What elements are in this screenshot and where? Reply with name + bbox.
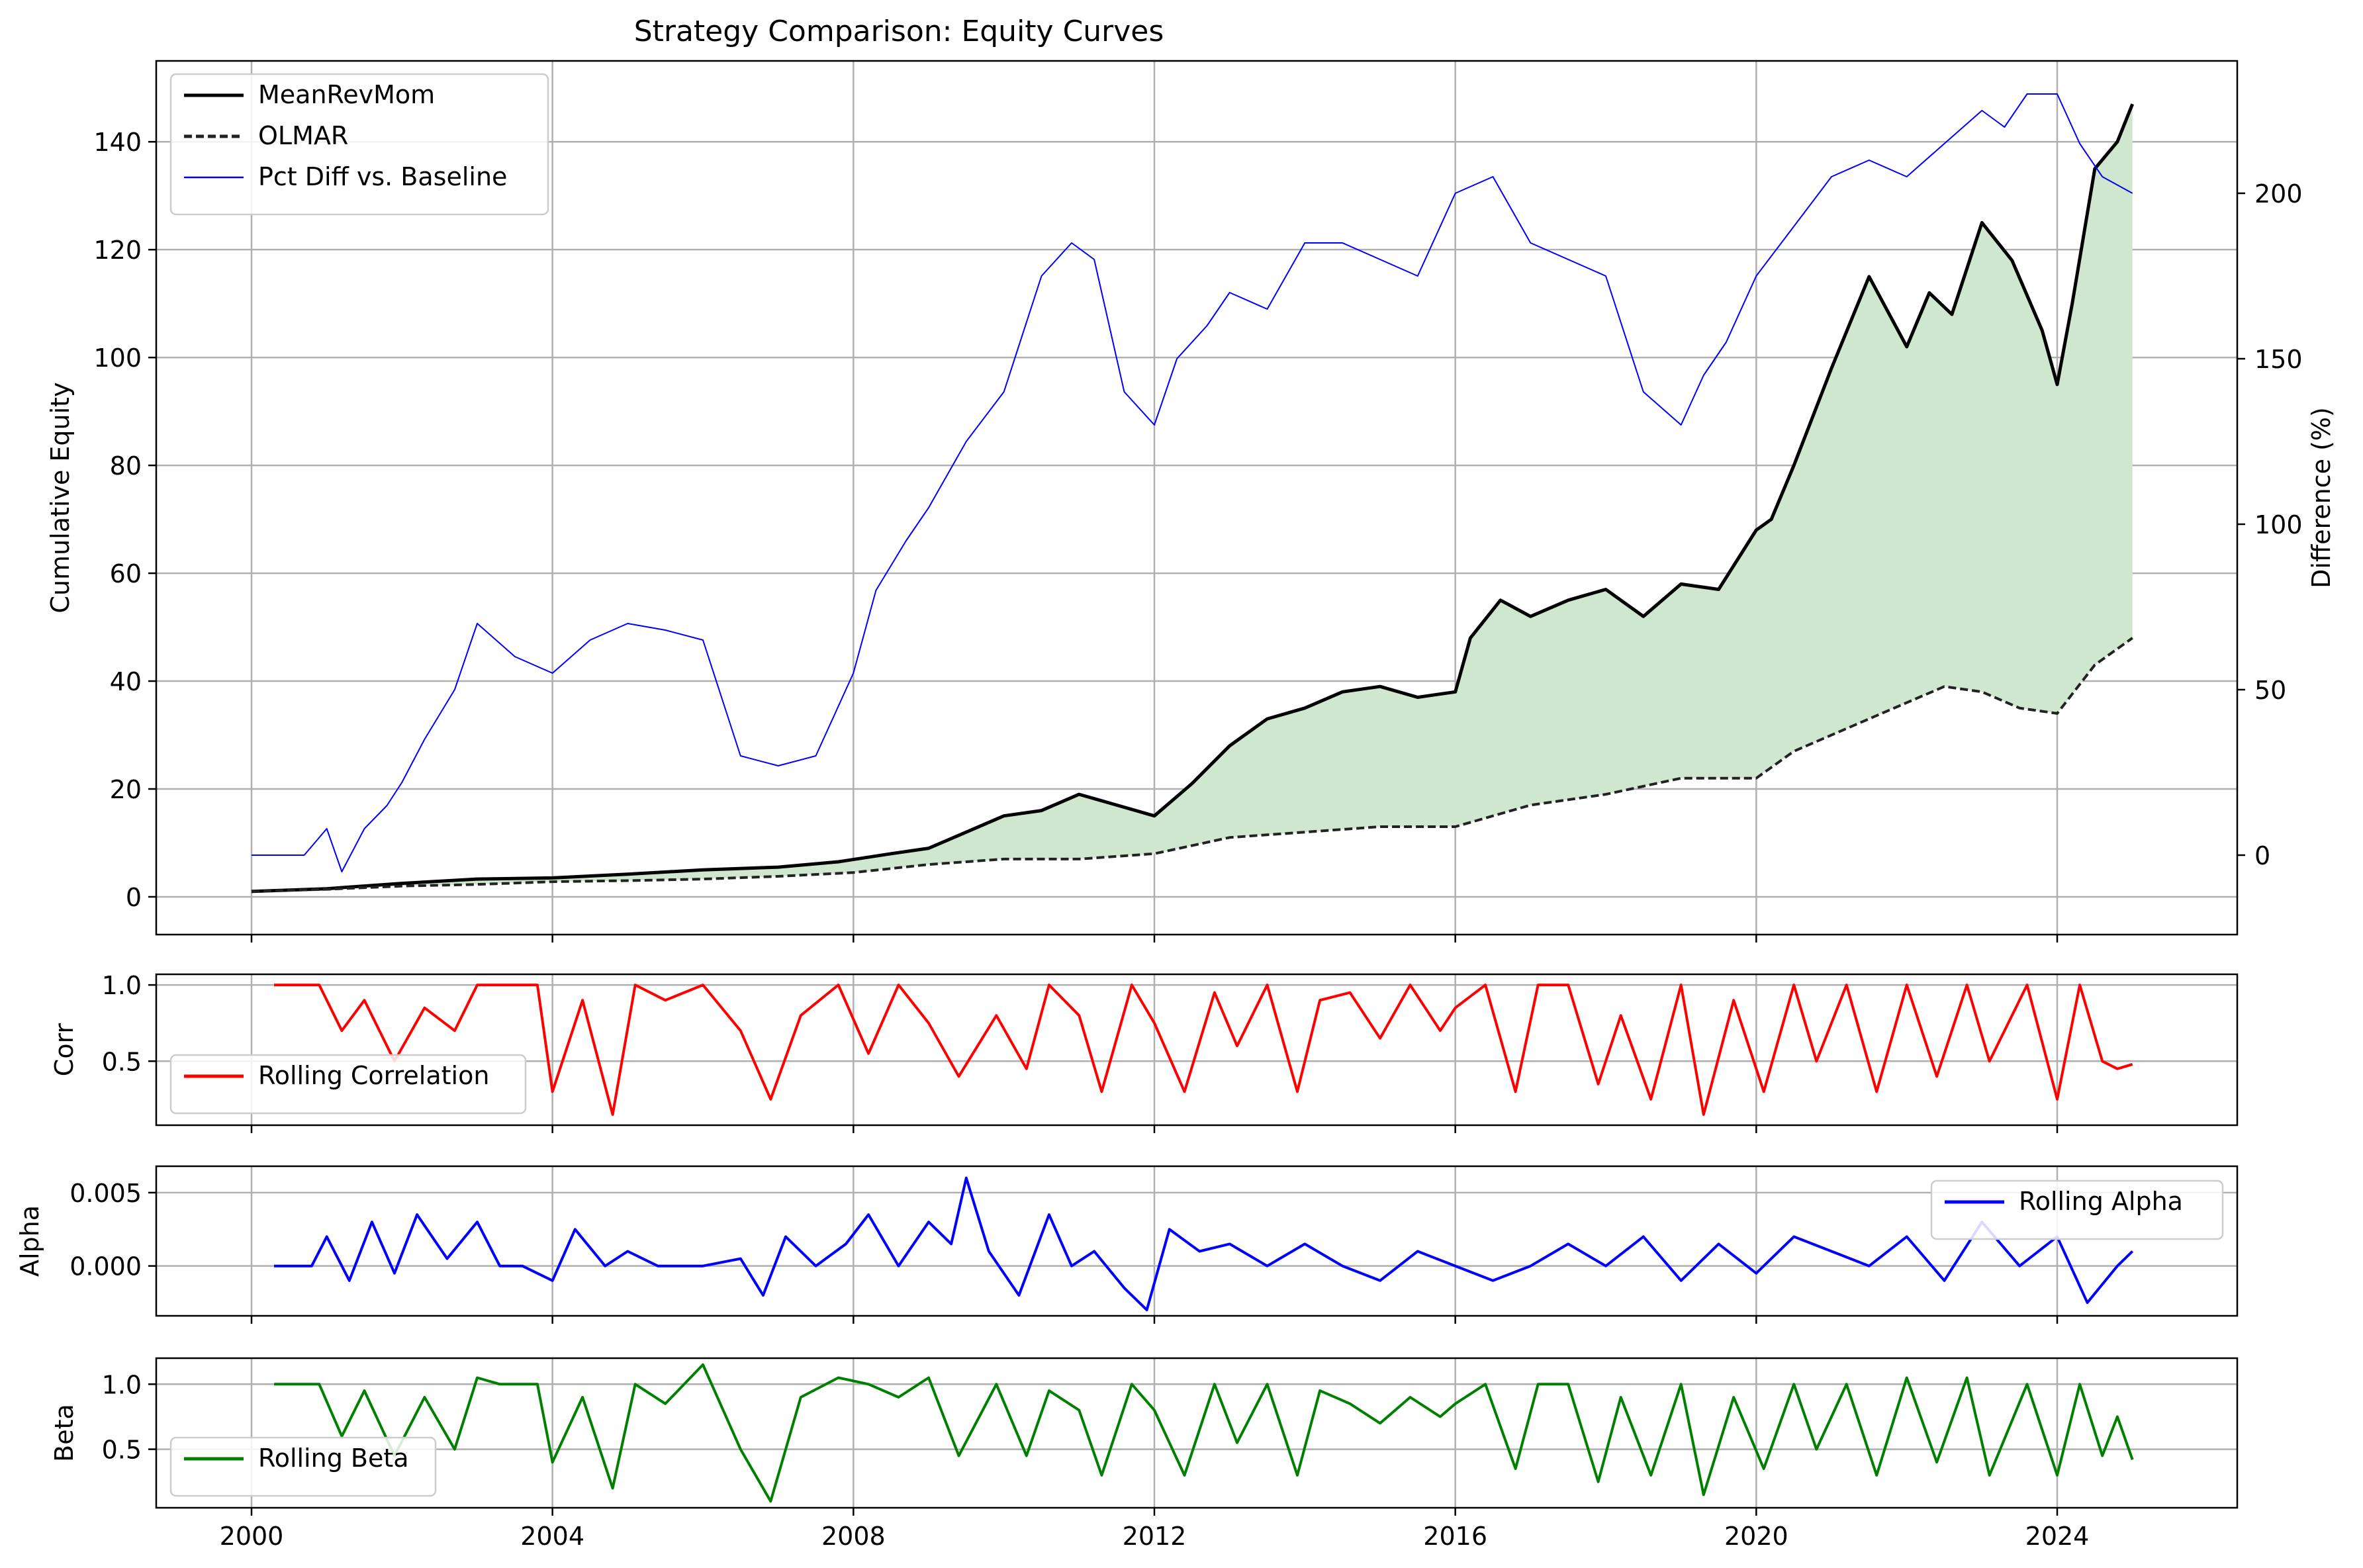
corr-ytick-label: 0.5 (102, 1047, 142, 1076)
xtick-label: 2024 (2025, 1522, 2090, 1551)
alpha-legend-box (1930, 1179, 2224, 1240)
equity-ylabel: Cumulative Equity (46, 382, 75, 613)
y2-tick-label: 50 (2254, 676, 2286, 705)
equity-ytick-label: 100 (93, 344, 142, 373)
alpha-ytick-label: 0.005 (70, 1179, 142, 1208)
corr-frame (155, 973, 2239, 1127)
equity-ytick-label: 60 (110, 559, 142, 588)
xtick-label: 2008 (821, 1522, 886, 1551)
legend-label: Rolling Alpha (2019, 1187, 2183, 1216)
beta-ylabel: Beta (50, 1404, 79, 1462)
xtick-label: 2012 (1123, 1522, 1187, 1551)
fill-between-area (252, 104, 2133, 892)
y2-tick-label: 100 (2254, 510, 2303, 539)
alpha-frame (155, 1165, 2239, 1317)
equity-ytick-label: 0 (126, 883, 142, 912)
alpha-legend: Rolling Alpha (1930, 1179, 2224, 1240)
series-line-rolling-beta (274, 1363, 2134, 1503)
corr-legend: Rolling Correlation (169, 1054, 527, 1115)
xtick-label: 2016 (1423, 1522, 1487, 1551)
equity-ytick-label: 140 (93, 128, 142, 157)
y2-label: Difference (%) (2307, 407, 2336, 588)
legend-label: MeanRevMom (258, 80, 435, 109)
corr-legend-box (169, 1054, 527, 1115)
beta-ytick-label: 0.5 (102, 1436, 142, 1465)
alpha-ylabel: Alpha (15, 1205, 44, 1277)
xtick-label: 2020 (1724, 1522, 1788, 1551)
y2-tick-label: 150 (2254, 345, 2303, 374)
equity-panel: 0 20 40 60 80 100 120 140 Cumulative Equity 0 50 10… (46, 60, 2336, 943)
legend-label: OLMAR (258, 121, 348, 150)
series-line-rolling-alpha (274, 1176, 2134, 1312)
alpha-ytick-label: 0.000 (70, 1252, 142, 1281)
series-line-olmar (251, 637, 2133, 893)
beta-panel: 0.5 1.0 Beta 2000 2004 2008 2012 2016 2020 2024 Ro… (50, 1357, 2239, 1551)
legend-label: Rolling Beta (258, 1444, 409, 1473)
beta-ytick-label: 1.0 (102, 1370, 142, 1399)
corr-ylabel: Corr (50, 1023, 79, 1076)
legend-label: Pct Diff vs. Baseline (258, 162, 507, 191)
xtick-label: 2004 (520, 1522, 584, 1551)
equity-ytick-label: 80 (110, 451, 142, 481)
legend-label: Rolling Correlation (258, 1061, 489, 1090)
beta-legend: Rolling Beta (169, 1436, 437, 1497)
equity-legend: MeanRevMom OLMAR Pct Diff vs. Baseline (169, 73, 549, 216)
y2-tick-label: 0 (2254, 841, 2270, 870)
y2-tick-label: 200 (2254, 179, 2303, 208)
figure-title: Strategy Comparison: Equity Curves (634, 15, 1164, 48)
equity-legend-box (169, 73, 549, 216)
corr-panel: 0.5 1.0 Corr Rolling Correlation (50, 971, 2239, 1133)
beta-frame (155, 1357, 2239, 1509)
series-line-pct-diff-vs-baseline (252, 93, 2133, 872)
equity-ytick-label: 40 (110, 667, 142, 696)
corr-ytick-label: 1.0 (102, 971, 142, 1000)
series-line-rolling-correlation (274, 984, 2133, 1116)
series-line-meanrevmom (251, 103, 2135, 894)
xtick-label: 2000 (220, 1522, 284, 1551)
equity-frame (155, 60, 2239, 936)
alpha-panel: 0.000 0.005 Alpha Rolling Alpha (15, 1165, 2239, 1324)
beta-legend-box (169, 1436, 437, 1497)
equity-ytick-label: 120 (93, 236, 142, 265)
equity-ytick-label: 20 (110, 775, 142, 804)
